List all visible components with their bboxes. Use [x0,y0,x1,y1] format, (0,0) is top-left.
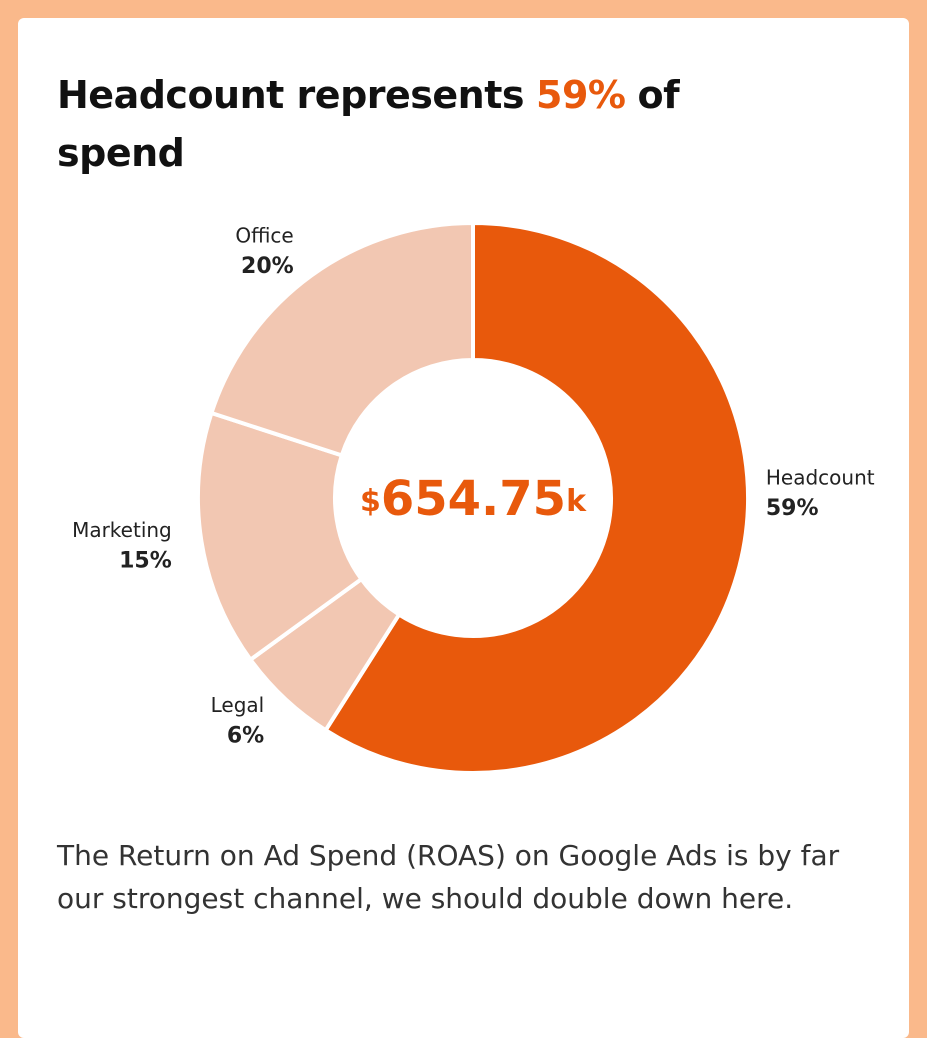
title-segment: of spend [57,73,680,175]
total-value: 654.75 [381,471,566,527]
slice-label: Marketing [72,518,172,542]
slice-value-label: 59% [766,496,819,521]
slice [322,220,750,775]
total-prefix: $ [360,484,381,519]
slice-value-label: 6% [227,723,264,748]
slice-label: Office [235,224,293,248]
slice-value-label: 15% [119,549,172,574]
total-suffix: k [566,484,587,519]
note: The Return on Ad Spend (ROAS) on Google … [57,839,840,915]
title-segment: Headcount represents [57,73,525,117]
title: Headcount represents 59% of spend [57,66,817,182]
slice-label: Legal [211,693,265,717]
slice-label: Headcount [766,466,875,490]
center-total: $654.75k [360,471,587,527]
title-segment: 59% [536,73,626,117]
slice-value-label: 20% [241,254,294,279]
slice [208,220,475,458]
card [18,18,909,1038]
slice [196,410,365,663]
